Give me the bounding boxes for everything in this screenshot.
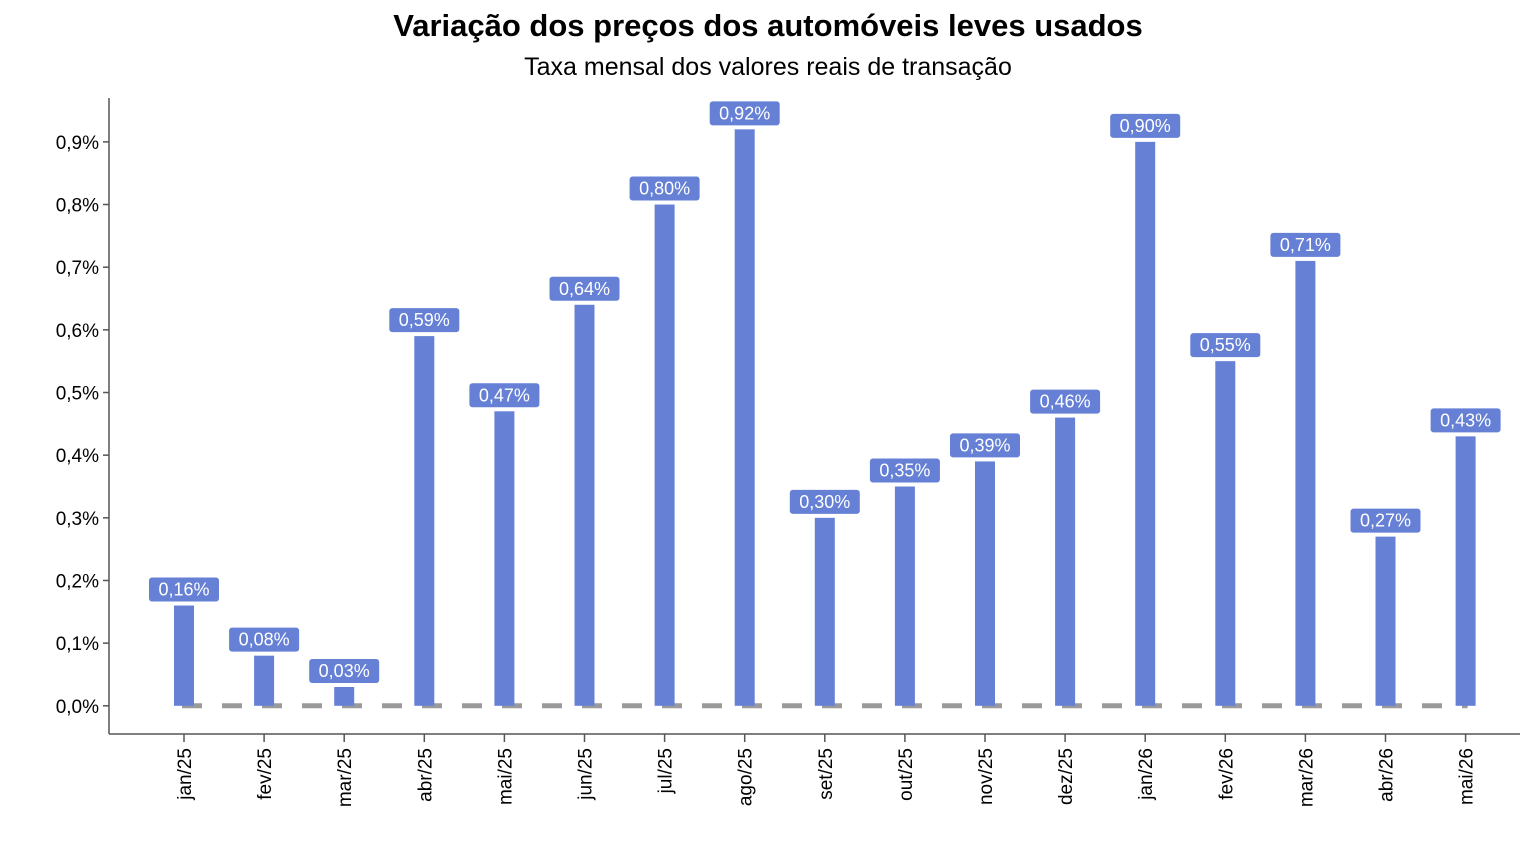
data-label: 0,90% xyxy=(1120,116,1171,136)
bar-mai-26 xyxy=(1455,436,1476,706)
data-label-box xyxy=(869,458,940,483)
data-label-box xyxy=(1110,113,1181,138)
x-tick-label: ago/25 xyxy=(736,748,757,806)
x-tick-label: jan/26 xyxy=(1136,748,1157,801)
data-label: 0,47% xyxy=(479,385,530,405)
y-tick-label: 0,2% xyxy=(56,571,99,592)
data-label: 0,08% xyxy=(239,630,290,650)
y-tick-label: 0,5% xyxy=(56,384,99,405)
bar-dez-25 xyxy=(1055,417,1076,706)
bar-jan-25 xyxy=(174,605,194,706)
bars xyxy=(174,129,1476,706)
bar-abr-25 xyxy=(414,336,435,706)
x-tick-label: out/25 xyxy=(896,748,917,801)
bar-nov-25 xyxy=(975,461,995,706)
x-tick-label: fev/26 xyxy=(1216,748,1237,800)
data-label: 0,30% xyxy=(799,492,850,512)
data-label: 0,43% xyxy=(1440,410,1491,430)
bar-out-25 xyxy=(894,486,915,706)
bar-set-25 xyxy=(814,517,835,706)
data-label-box xyxy=(709,101,780,126)
bar-fev-26 xyxy=(1215,361,1236,706)
data-label-box xyxy=(1030,389,1101,414)
y-axis-ticks: 0,0% 0,1% 0,2% 0,3% 0,4% 0,5% 0,6% 0,7% 0,8% 0,9% xyxy=(56,133,109,718)
data-label-box xyxy=(1350,508,1421,533)
x-tick-label: mar/25 xyxy=(335,748,356,807)
data-label: 0,80% xyxy=(639,179,690,199)
bar-jan-26 xyxy=(1135,141,1156,706)
data-label-box xyxy=(789,489,860,514)
y-tick-label: 0,9% xyxy=(56,133,99,154)
x-tick-label: jun/25 xyxy=(576,748,597,801)
chart-title: Variação dos preços dos automóveis leves… xyxy=(393,8,1143,43)
x-tick-label: mar/26 xyxy=(1296,748,1317,807)
bar-fev-25 xyxy=(254,655,275,706)
data-label: 0,35% xyxy=(879,460,930,480)
x-tick-label: mai/26 xyxy=(1457,748,1478,805)
bar-ago-25 xyxy=(734,129,755,706)
data-label-box xyxy=(149,577,219,602)
x-tick-label: abr/25 xyxy=(415,748,436,802)
data-label: 0,46% xyxy=(1040,392,1091,412)
y-tick-label: 0,6% xyxy=(56,321,99,342)
x-axis-ticks: jan/25 fev/25 mar/25 abr/25 mai/25 jun/25 jul/… xyxy=(175,734,1478,807)
data-label-box xyxy=(1430,408,1501,433)
data-label: 0,59% xyxy=(399,310,450,330)
data-label-box xyxy=(629,176,700,201)
y-tick-label: 0,0% xyxy=(56,697,99,718)
bar-mar-26 xyxy=(1295,260,1316,706)
y-tick-label: 0,3% xyxy=(56,509,99,530)
data-label-box xyxy=(469,383,540,408)
y-tick-label: 0,7% xyxy=(56,258,99,279)
x-tick-label: mai/25 xyxy=(495,748,516,805)
y-tick-label: 0,4% xyxy=(56,446,99,467)
x-tick-label: abr/26 xyxy=(1377,748,1398,802)
x-tick-label: fev/25 xyxy=(255,748,276,800)
chart-subtitle: Taxa mensal dos valores reais de transaç… xyxy=(524,53,1012,81)
data-label: 0,39% xyxy=(959,435,1010,455)
bar-mar-25 xyxy=(334,687,355,706)
bar-jul-25 xyxy=(654,204,675,706)
bar-jun-25 xyxy=(574,304,595,706)
data-label: 0,55% xyxy=(1200,335,1251,355)
data-label-box xyxy=(229,627,300,652)
data-label: 0,64% xyxy=(559,279,610,299)
x-tick-label: set/25 xyxy=(816,748,837,800)
data-label-box xyxy=(1190,333,1261,358)
bar-abr-26 xyxy=(1375,536,1396,706)
data-label: 0,03% xyxy=(319,661,370,681)
y-tick-label: 0,8% xyxy=(56,196,99,217)
data-labels: 0,16% 0,08% 0,03% 0,59% 0,47% 0,64% 0,80% 0,92%… xyxy=(149,101,1501,684)
data-label: 0,92% xyxy=(719,103,770,123)
x-tick-label: jan/25 xyxy=(175,748,196,801)
x-tick-label: dez/25 xyxy=(1056,748,1077,805)
data-label: 0,16% xyxy=(158,580,209,600)
data-label-box xyxy=(549,276,620,301)
data-label-box xyxy=(389,308,460,333)
x-tick-label: nov/25 xyxy=(976,748,997,805)
data-label: 0,71% xyxy=(1280,235,1331,255)
bar-mai-25 xyxy=(494,411,515,706)
y-tick-label: 0,1% xyxy=(56,634,99,655)
data-label-box xyxy=(1270,232,1341,257)
data-label: 0,27% xyxy=(1360,511,1411,531)
data-label-box xyxy=(309,659,380,684)
x-tick-label: jul/25 xyxy=(656,748,677,794)
data-label-box xyxy=(950,433,1020,458)
